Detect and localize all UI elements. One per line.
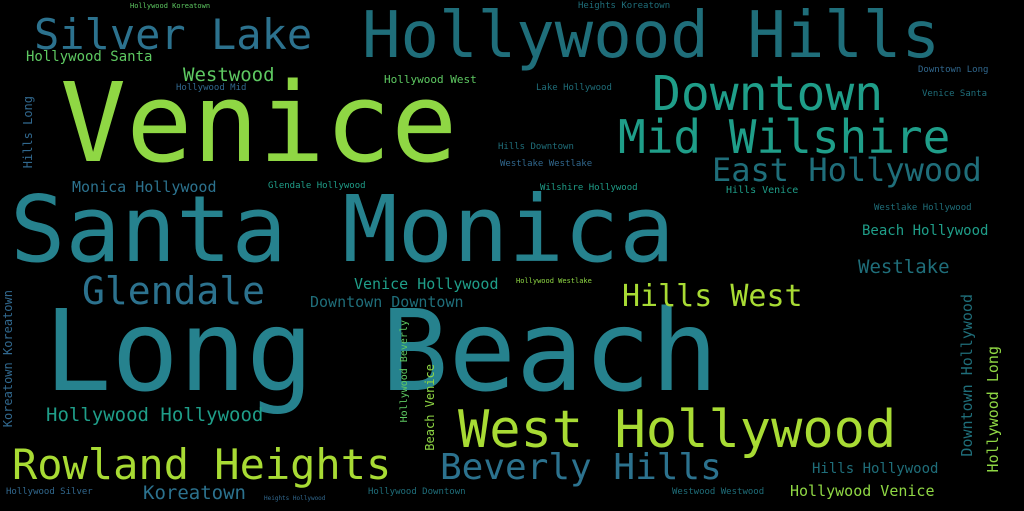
word-hills-downtown: Hills Downtown [498,142,574,152]
word-hollywood-westlake: Hollywood Westlake [516,277,592,285]
word-glendale-hollywood: Glendale Hollywood [268,181,366,191]
word-downtown-hollywood: Downtown Hollywood [958,294,976,457]
word-west-hollywood: West Hollywood [458,400,897,460]
word-beverly-hills: Beverly Hills [440,447,722,488]
word-heights-hollywood: Heights Hollywood [264,495,326,502]
word-hollywood-venice: Hollywood Venice [790,482,935,500]
word-westlake: Westlake [858,256,950,278]
word-venice-santa: Venice Santa [922,89,988,99]
word-hollywood-mid: Hollywood Mid [176,83,247,93]
word-silver-lake: Silver Lake [34,10,313,59]
word-mid-wilshire: Mid Wilshire [618,110,951,164]
word-rowland-heights: Rowland Heights [12,440,392,489]
word-hollywood-beverly: Hollywood Beverly [399,320,410,423]
word-westwood: Westwood [183,64,275,86]
word-hills-long: Hills Long [21,96,35,169]
word-hills-west: Hills West [622,279,803,314]
word-downtown-long: Downtown Long [918,65,989,75]
word-westlake-hollywood: Westlake Hollywood [874,203,972,213]
word-east-hollywood: East Hollywood [712,151,982,189]
word-hollywood-hills: Hollywood Hills [362,0,940,73]
word-beach-venice: Beach Venice [423,364,437,451]
word-koreatown: Koreatown [143,482,246,504]
word-hollywood-long: Hollywood Long [984,346,1002,473]
word-wilshire-hollywood: Wilshire Hollywood [540,183,638,193]
word-heights-koreatown: Heights Koreatown [578,1,671,11]
word-westwood-westwood: Westwood Westwood [672,487,765,497]
word-koreatown-koreatown: Koreatown Koreatown [1,290,15,428]
word-downtown: Downtown [652,66,884,122]
word-hollywood-west: Hollywood West [384,73,477,86]
word-glendale: Glendale [82,269,266,313]
word-hollywood-santa: Hollywood Santa [26,49,153,65]
word-hills-venice: Hills Venice [726,185,799,196]
word-beach-hollywood: Beach Hollywood [862,223,989,239]
word-westlake-westlake: Westlake Westlake [500,159,593,169]
word-hollywood-hollywood: Hollywood Hollywood [46,404,264,426]
word-downtown-downtown: Downtown Downtown [310,293,464,311]
word-hollywood-silver: Hollywood Silver [6,487,93,497]
word-lake-hollywood: Lake Hollywood [536,83,612,93]
word-hollywood-koreatown: Hollywood Koreatown [130,2,211,10]
word-hollywood-downtown: Hollywood Downtown [368,487,466,497]
word-long-beach: Long Beach [44,287,719,417]
word-venice-hollywood: Venice Hollywood [354,275,499,293]
word-hills-hollywood: Hills Hollywood [812,461,939,477]
word-venice: Venice [60,59,458,187]
word-santa-monica: Santa Monica [10,176,675,283]
word-monica-hollywood: Monica Hollywood [72,178,217,196]
